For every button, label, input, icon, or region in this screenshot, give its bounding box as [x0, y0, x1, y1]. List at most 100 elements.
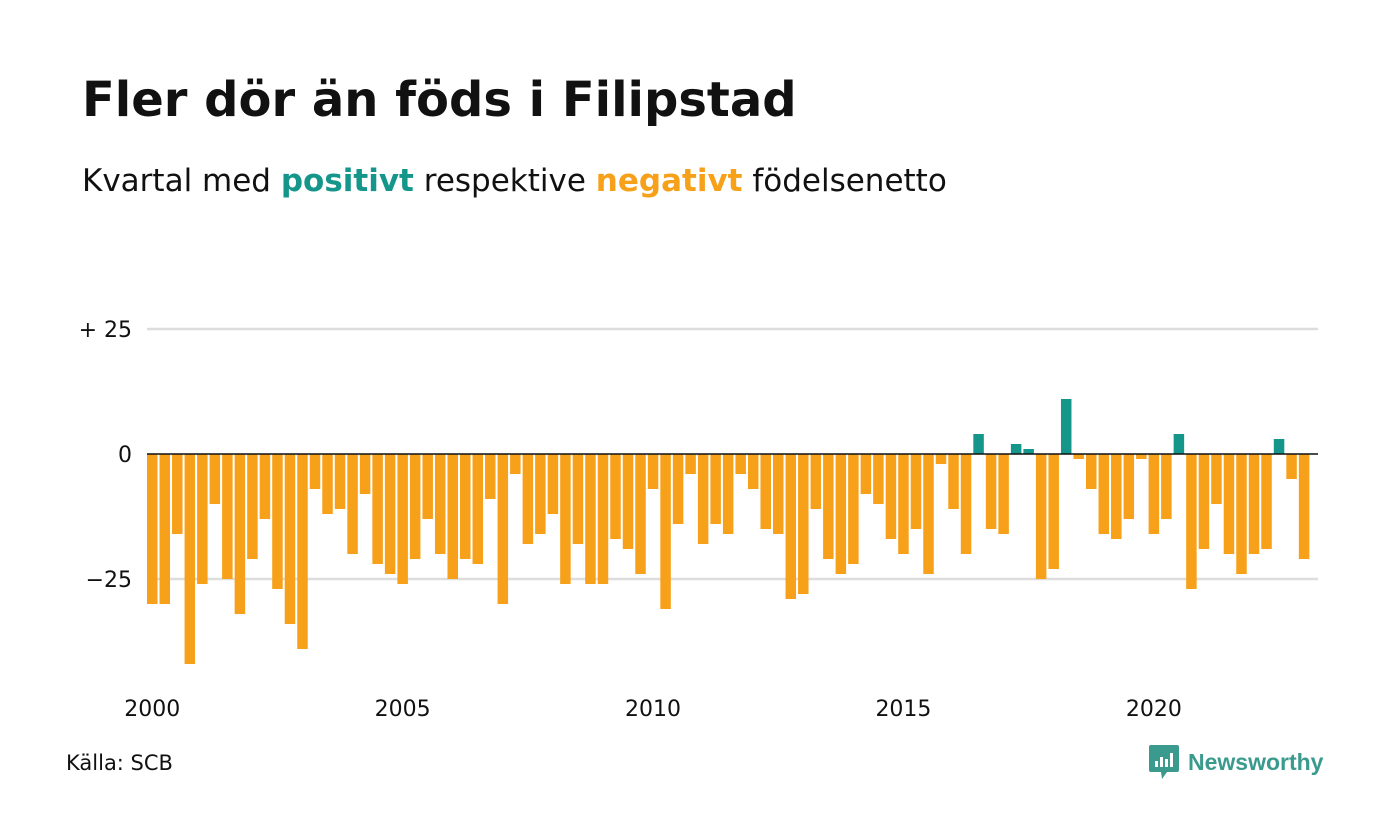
bar [810, 454, 822, 509]
bar [510, 454, 521, 474]
bar [1148, 454, 1160, 534]
bar [848, 454, 859, 564]
bar [985, 454, 997, 529]
bar [1048, 454, 1059, 569]
x-tick-label: 2020 [1126, 697, 1182, 722]
newsworthy-logo-icon [1149, 745, 1179, 779]
y-tick-label: 0 [118, 443, 132, 468]
bar [1248, 454, 1260, 554]
bar [948, 454, 959, 509]
brand-name: Newsworthy [1188, 748, 1324, 775]
bar [1211, 454, 1222, 504]
bar [497, 454, 509, 604]
bar [1010, 444, 1022, 454]
bar [1161, 454, 1172, 519]
bar [685, 454, 696, 474]
bar [222, 454, 233, 579]
bar [635, 454, 646, 574]
bar [585, 454, 596, 584]
bar [147, 454, 158, 604]
bar [697, 454, 709, 544]
bar [547, 454, 559, 514]
y-axis-labels: + 25 0 −25 [79, 318, 132, 593]
chart-title: Fler dör än föds i Filipstad [82, 72, 797, 128]
bar [935, 454, 947, 464]
bar [597, 454, 609, 584]
bar [1023, 449, 1034, 454]
bar [785, 454, 797, 599]
bars [147, 399, 1310, 664]
bar [1136, 454, 1147, 459]
bar [384, 454, 396, 574]
grid-lines [147, 327, 1318, 581]
bar [397, 454, 408, 584]
bar [835, 454, 847, 574]
bar [898, 454, 909, 554]
bar [560, 454, 571, 584]
bar [1173, 434, 1185, 454]
bar [472, 454, 484, 564]
bar [409, 454, 421, 559]
bar [647, 454, 659, 489]
bar [722, 454, 734, 534]
x-axis-labels: 2000 2005 2010 2015 2020 [124, 697, 1182, 722]
bar [1073, 454, 1084, 459]
bar [1261, 454, 1272, 549]
bar [1273, 439, 1285, 454]
bar [1086, 454, 1097, 489]
bar [760, 454, 771, 529]
chart-subtitle: Kvartal med positivt respektive negativt… [82, 160, 947, 202]
bar [873, 454, 884, 504]
x-tick-label: 2000 [124, 697, 180, 722]
bar [272, 454, 283, 589]
bar [1035, 454, 1047, 579]
bar [1286, 454, 1297, 479]
subtitle-suffix: födelsenetto [752, 163, 947, 199]
bar [372, 454, 383, 564]
bar [660, 454, 671, 609]
x-tick-label: 2005 [375, 697, 431, 722]
bar [710, 454, 721, 524]
bar [973, 434, 984, 454]
subtitle-positive-label: positivt [280, 163, 414, 199]
bar [172, 454, 183, 534]
bar [1198, 454, 1210, 549]
subtitle-prefix: Kvartal med [82, 163, 271, 199]
bar [334, 454, 346, 509]
bar [359, 454, 371, 494]
bar [773, 454, 784, 534]
bar [1236, 454, 1247, 574]
newsworthy-logo: Newsworthy [1148, 744, 1323, 780]
bar [522, 454, 534, 544]
bar [460, 454, 471, 559]
bar [322, 454, 333, 514]
bar [1098, 454, 1110, 534]
bar [159, 454, 171, 604]
bar [747, 454, 759, 489]
bar [735, 454, 746, 474]
bar [447, 454, 458, 579]
bar [209, 454, 221, 504]
bar [860, 454, 872, 494]
bar [197, 454, 208, 584]
y-tick-label: −25 [86, 568, 132, 593]
bar [259, 454, 271, 519]
bar [297, 454, 308, 649]
bar [184, 454, 196, 664]
source-note: Källa: SCB [66, 751, 173, 775]
bar [1111, 454, 1122, 539]
bar [247, 454, 258, 559]
bar [923, 454, 934, 574]
bar [672, 454, 684, 524]
bar [960, 454, 972, 554]
subtitle-middle: respektive [423, 163, 586, 199]
bar [485, 454, 496, 499]
bar [347, 454, 358, 554]
bar [798, 454, 809, 594]
bar [434, 454, 446, 554]
bar [885, 454, 897, 539]
bar [622, 454, 634, 549]
bar [1186, 454, 1197, 589]
bar [1060, 399, 1072, 454]
